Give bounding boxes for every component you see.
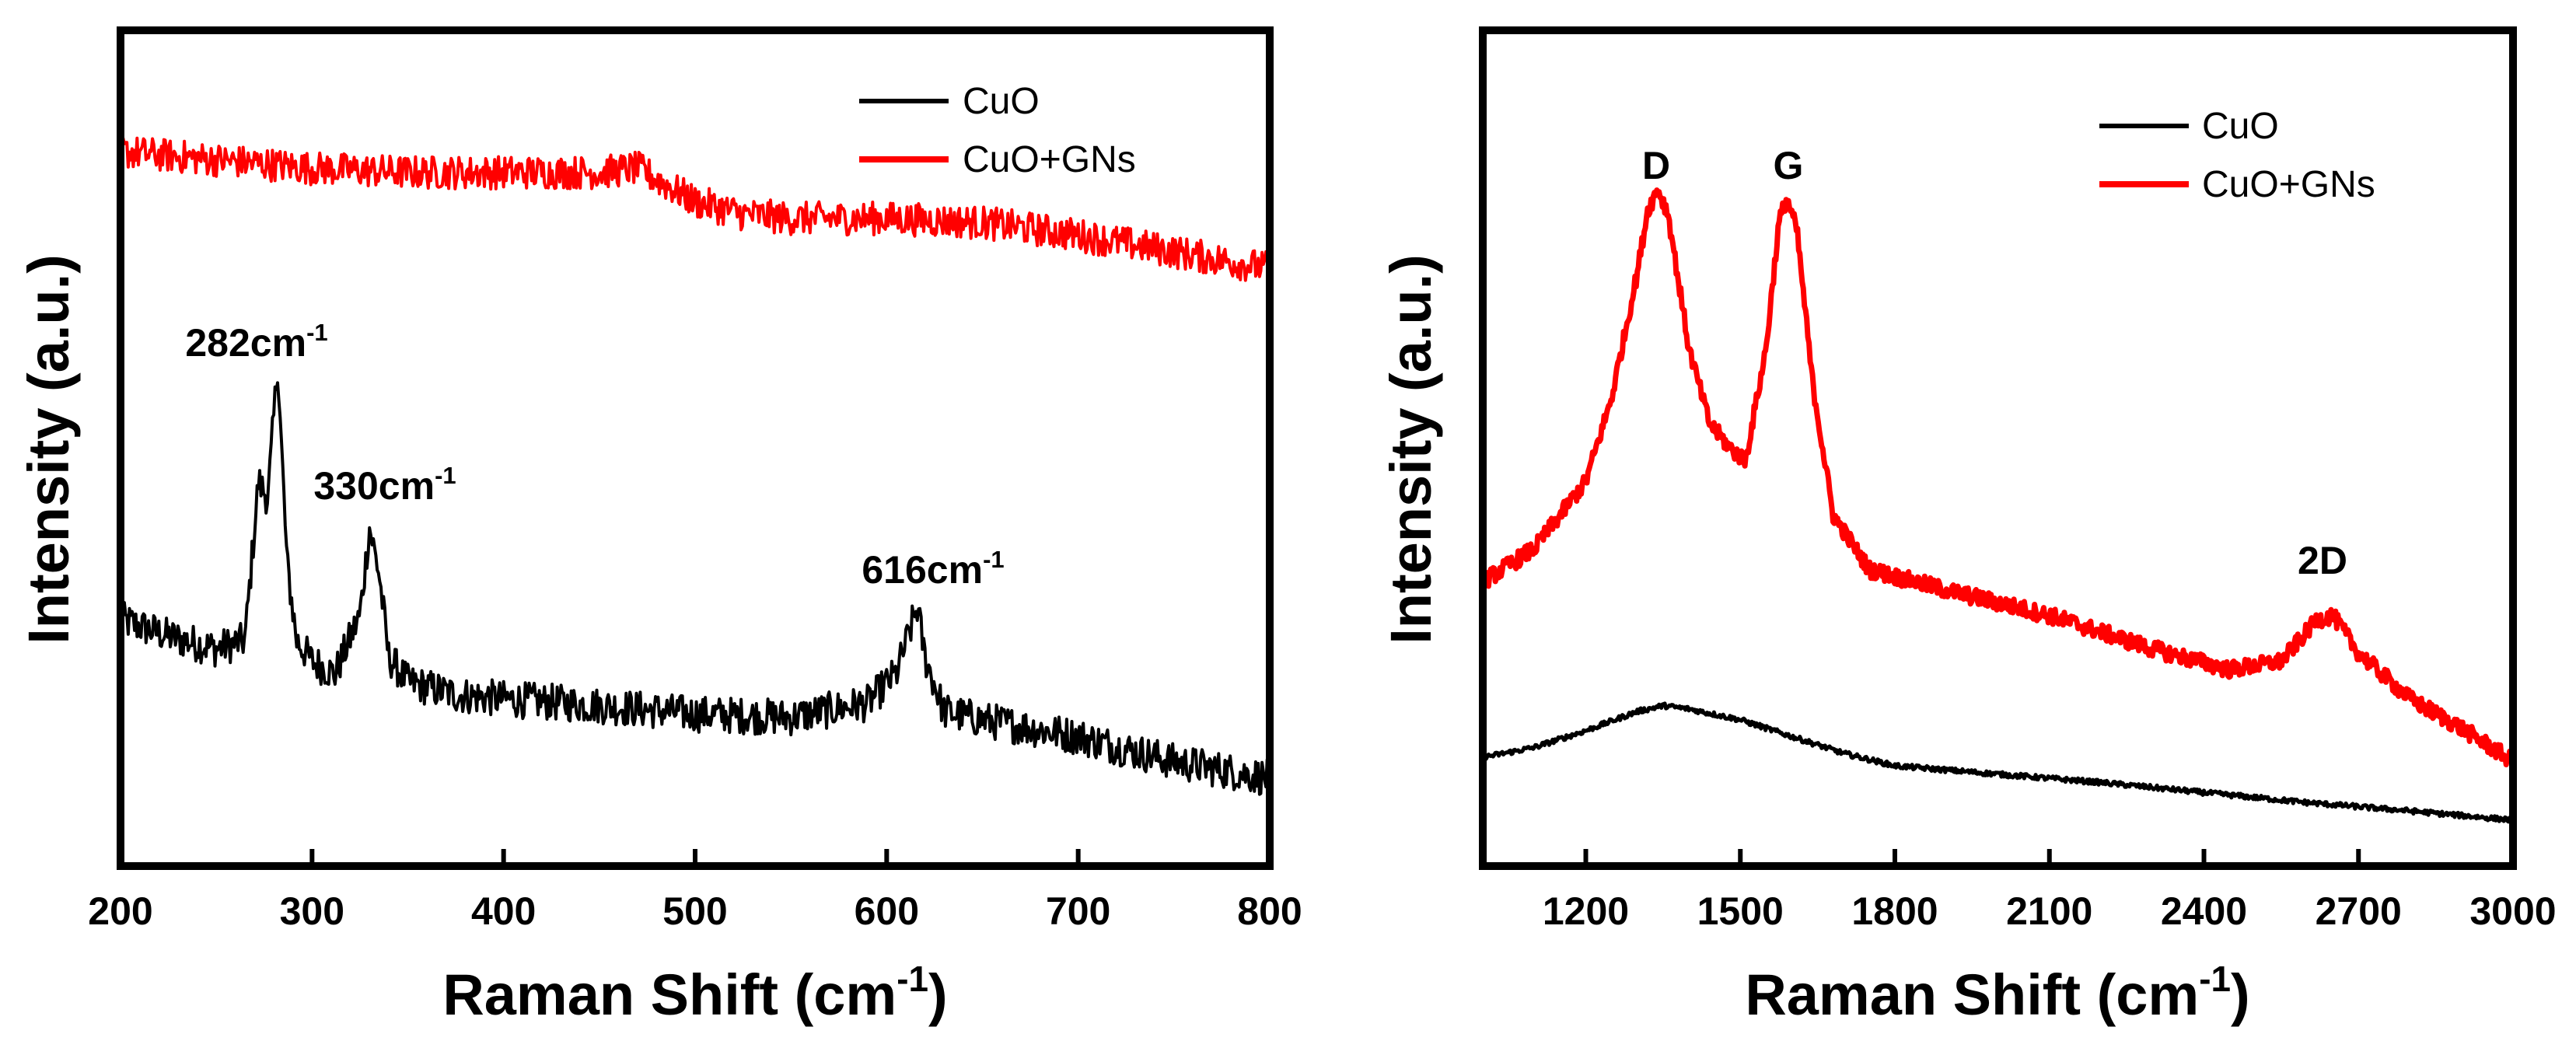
left-x-tick-label: 800 bbox=[1237, 889, 1302, 933]
left-y-axis-label: Intensity (a.u.) bbox=[16, 254, 81, 645]
left-series-cuo bbox=[119, 381, 1271, 796]
right-series-cuo bbox=[1482, 701, 2514, 824]
right-raman-chart: 1200 1500 1800 2100 2400 2700 3000 CuO CuO+GNs… bbox=[1379, 26, 2557, 1027]
left-x-axis-label: Raman Shift (cm-1) bbox=[442, 959, 947, 1027]
legend-label-cuo: CuO bbox=[2202, 106, 2279, 147]
left-x-ticks: 200 300 400 500 600 700 800 bbox=[88, 849, 1302, 933]
right-series-group bbox=[1480, 187, 2516, 824]
band-label-2d: 2D bbox=[2298, 539, 2347, 582]
peak-label-282: 282cm-1 bbox=[185, 319, 327, 365]
peak-label-330: 330cm-1 bbox=[313, 462, 456, 508]
left-x-tick-label: 200 bbox=[88, 889, 152, 933]
right-y-axis-label: Intensity (a.u.) bbox=[1379, 254, 1443, 645]
right-plot-frame bbox=[1479, 26, 2517, 870]
left-raman-chart: 200 300 400 500 600 700 800 CuO CuO+GNs 282cm-… bbox=[16, 26, 1302, 1027]
right-x-tick-label: 1800 bbox=[1851, 889, 1938, 933]
left-x-tick-label: 700 bbox=[1046, 889, 1110, 933]
right-x-axis-label: Raman Shift (cm-1) bbox=[1745, 959, 2249, 1027]
left-series-group bbox=[119, 135, 1271, 796]
right-x-tick-label: 1500 bbox=[1697, 889, 1784, 933]
legend-label-cuo: CuO bbox=[963, 81, 1040, 122]
right-x-tick-label: 2400 bbox=[2161, 889, 2247, 933]
left-peak-annotations: 282cm-1 330cm-1 616cm-1 bbox=[185, 319, 1004, 592]
legend-label-cuo-gns: CuO+GNs bbox=[963, 139, 1136, 180]
left-legend: CuO CuO+GNs bbox=[859, 81, 1136, 180]
legend-label-cuo-gns: CuO+GNs bbox=[2202, 164, 2375, 205]
right-x-tick-label: 2100 bbox=[2006, 889, 2092, 933]
right-x-tick-label: 1200 bbox=[1543, 889, 1629, 933]
band-label-g: G bbox=[1774, 144, 1804, 187]
right-x-ticks: 1200 1500 1800 2100 2400 2700 3000 bbox=[1543, 849, 2557, 933]
left-series-cuo-gns bbox=[119, 135, 1271, 282]
right-series-cuo-gns bbox=[1480, 187, 2516, 767]
right-legend: CuO CuO+GNs bbox=[2099, 106, 2375, 205]
right-x-tick-label: 3000 bbox=[2469, 889, 2556, 933]
left-x-tick-label: 300 bbox=[280, 889, 344, 933]
peak-label-616: 616cm-1 bbox=[862, 546, 1004, 592]
band-label-d: D bbox=[1642, 144, 1670, 187]
right-band-annotations: D G 2D bbox=[1642, 144, 2347, 582]
left-x-tick-label: 500 bbox=[662, 889, 727, 933]
left-x-tick-label: 600 bbox=[855, 889, 919, 933]
left-x-tick-label: 400 bbox=[471, 889, 536, 933]
right-x-tick-label: 2700 bbox=[2316, 889, 2402, 933]
